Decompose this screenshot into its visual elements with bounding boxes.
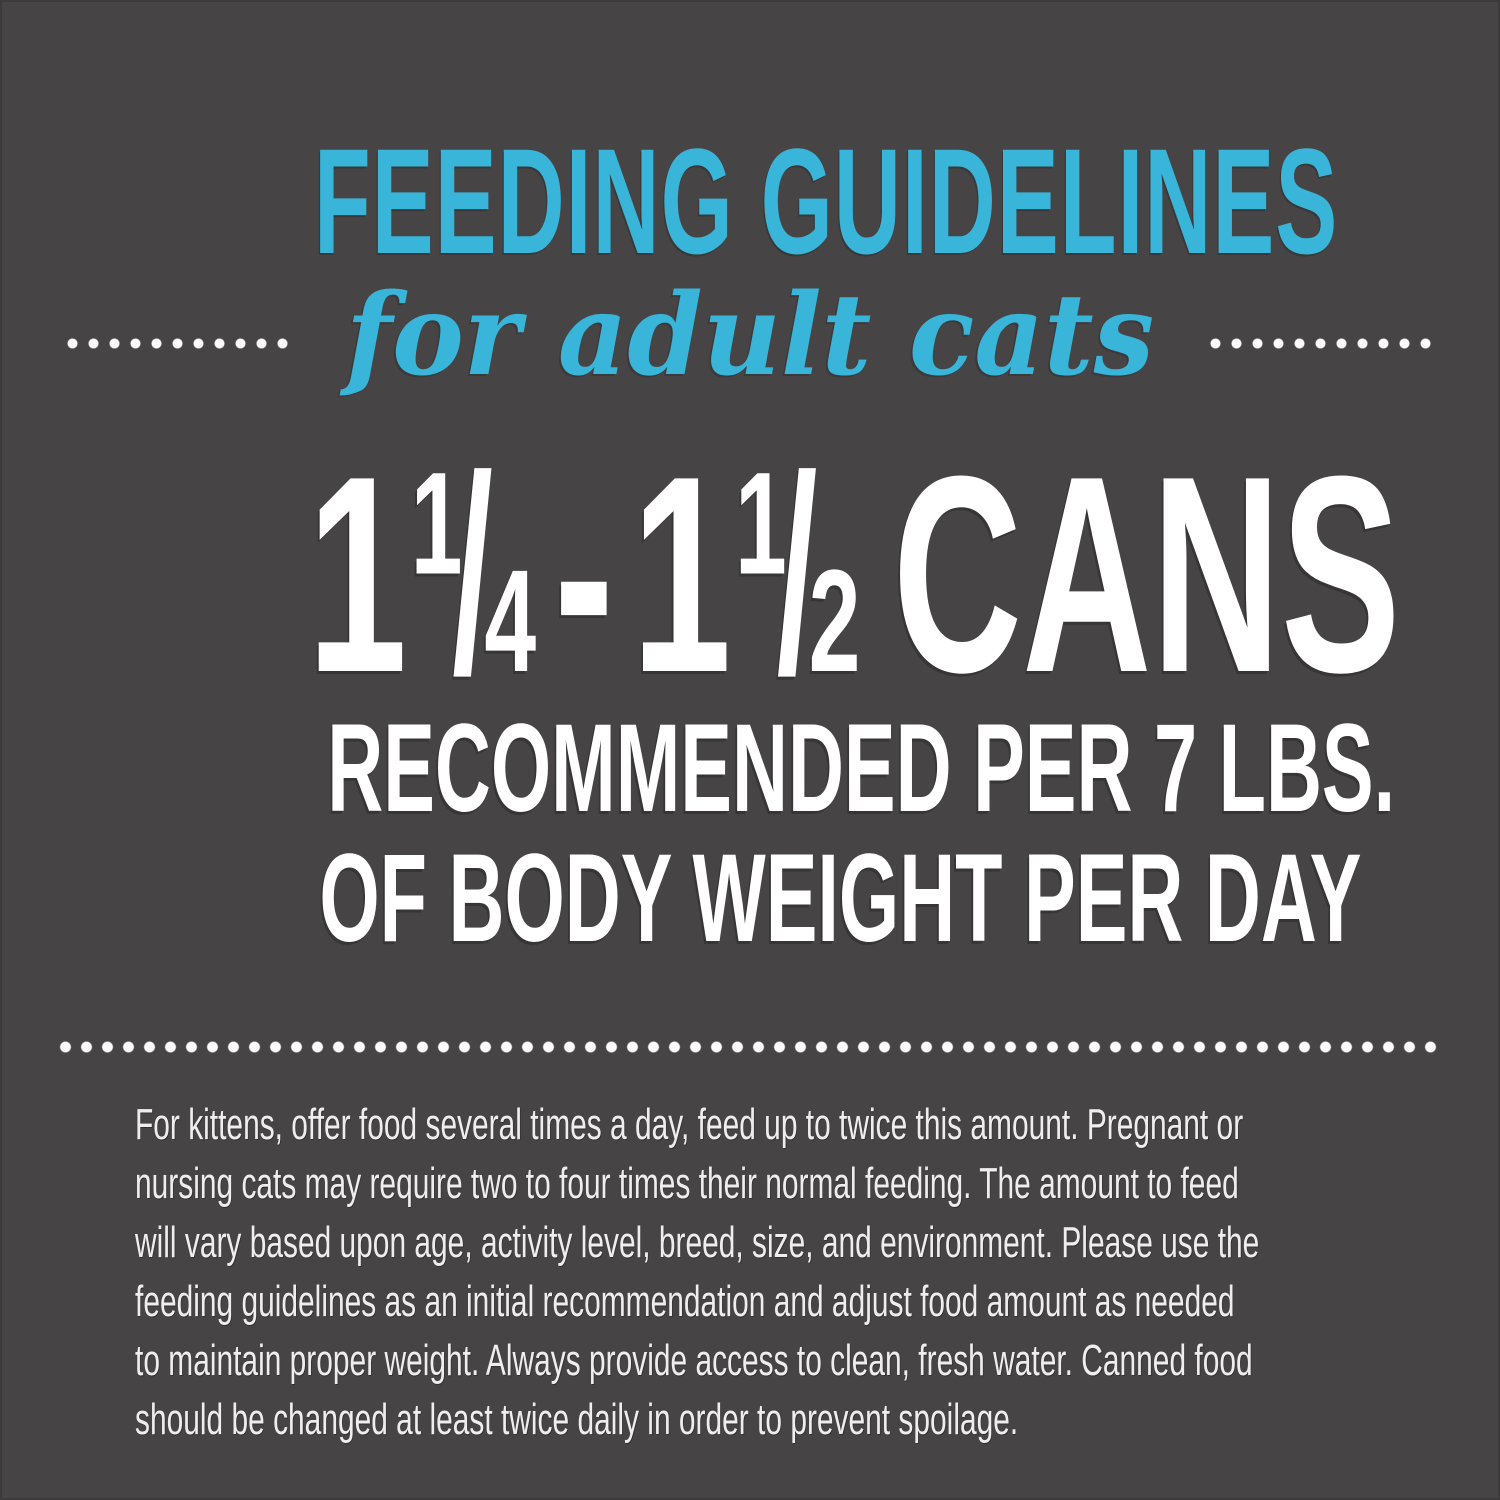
serving-fraction-1: 1/4	[411, 435, 537, 715]
feeding-notes-line: nursing cats may require two to four tim…	[135, 1159, 1239, 1208]
feeding-notes: For kittens, offer food several times a …	[135, 1095, 1427, 1449]
serving-detail-row-1: RECOMMENDED PER 7 LBS.	[0, 706, 1500, 831]
feeding-notes-line: will vary based upon age, activity level…	[135, 1218, 1260, 1267]
serving-unit: CANS	[892, 419, 1401, 731]
feeding-notes-line: For kittens, offer food several times a …	[135, 1100, 1244, 1149]
serving-fraction-2: 1/2	[735, 435, 861, 715]
dotted-line-left	[62, 337, 295, 349]
serving-whole-1: 1	[307, 419, 408, 731]
dotted-divider	[55, 1041, 1445, 1053]
subtitle-row: for adult cats	[0, 268, 1500, 418]
panel-title-row: FEEDING GUIDELINES	[0, 126, 1500, 276]
range-dash: -	[554, 419, 614, 731]
dotted-line-right	[1205, 337, 1438, 349]
serving-detail-line-2: OF BODY WEIGHT PER DAY	[319, 829, 1362, 968]
fraction-1-numerator: 1	[410, 441, 463, 605]
serving-detail-row-2: OF BODY WEIGHT PER DAY	[0, 836, 1500, 961]
fraction-1-slash: /	[452, 419, 493, 731]
fraction-2-slash: /	[776, 419, 818, 731]
serving-amount: 1 1/4 -1 1/2 CANS	[307, 435, 1400, 715]
fraction-2-numerator: 1	[734, 441, 787, 605]
feeding-notes-line: feeding guidelines as an initial recomme…	[135, 1277, 1235, 1326]
serving-amount-row: 1 1/4 -1 1/2 CANS	[0, 435, 1500, 715]
feeding-notes-line: should be changed at least twice daily i…	[135, 1395, 1019, 1444]
serving-whole-2: 1	[631, 419, 732, 731]
panel-subtitle: for adult cats	[345, 270, 1155, 401]
fraction-1-denominator: 4	[484, 539, 537, 702]
serving-detail-line-1: RECOMMENDED PER 7 LBS.	[327, 699, 1396, 838]
page-title: FEEDING GUIDELINES	[313, 117, 1339, 285]
fraction-2-denominator: 2	[808, 539, 861, 702]
feeding-notes-line: to maintain proper weight. Always provid…	[135, 1336, 1253, 1385]
